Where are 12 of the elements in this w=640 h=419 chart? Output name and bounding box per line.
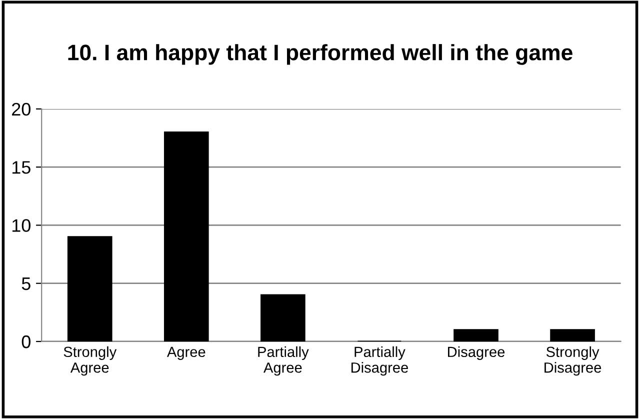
x-tick-label: Strongly Agree	[64, 346, 117, 376]
x-tick-label: Strongly Disagree	[544, 346, 602, 376]
y-tick-label: 5	[22, 277, 30, 290]
x-tick-label: Disagree	[448, 346, 505, 360]
x-tick-label: Agree	[166, 346, 206, 360]
x-tick-label: Partially Disagree	[351, 346, 408, 376]
y-tick-label: 10	[12, 219, 30, 232]
y-tick-label: 15	[12, 161, 30, 174]
x-tick-label: Partially Agree	[258, 346, 309, 376]
y-tick-label: 0	[22, 335, 30, 348]
chart-title: 10. I am happy that I performed well in the game	[68, 44, 572, 65]
y-tick-label: 20	[12, 102, 30, 116]
